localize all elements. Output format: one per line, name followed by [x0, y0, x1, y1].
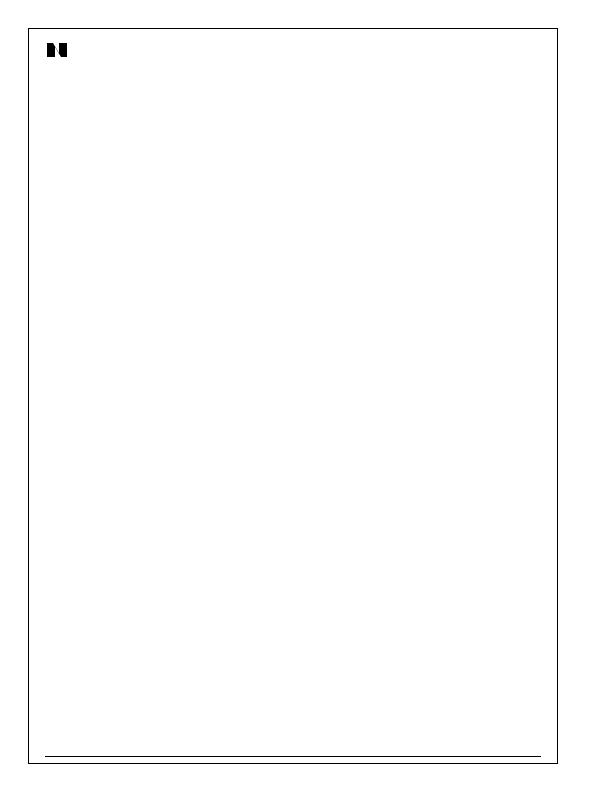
page-frame — [28, 28, 558, 764]
logo-icon — [45, 41, 69, 59]
footer — [45, 756, 541, 759]
diag2-wrap — [47, 107, 287, 111]
diag3-wrap — [299, 107, 539, 111]
diag1-wrap — [45, 89, 305, 93]
logo — [45, 41, 79, 59]
general-desc — [45, 73, 285, 77]
row2 — [45, 107, 541, 111]
features — [301, 73, 541, 77]
diagrams — [45, 89, 541, 111]
vertical-title — [582, 30, 608, 760]
row1 — [45, 89, 541, 93]
two-col — [45, 73, 541, 77]
header — [45, 41, 541, 59]
